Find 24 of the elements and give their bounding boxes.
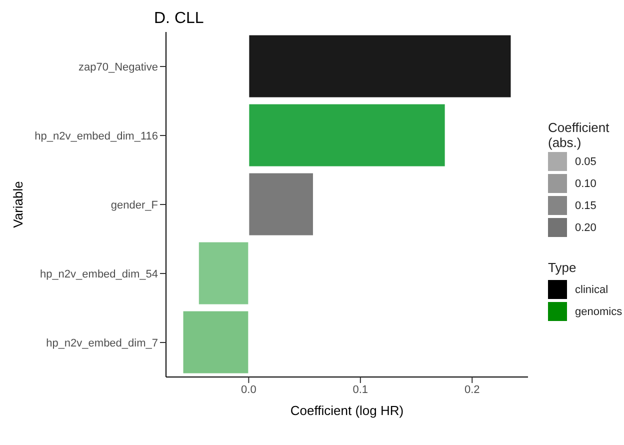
bar bbox=[198, 241, 250, 306]
bar bbox=[248, 34, 512, 98]
x-tick-label: 0.2 bbox=[464, 384, 480, 396]
x-tick-label: 0.0 bbox=[241, 384, 256, 396]
color-bar-label: 0.15 bbox=[575, 200, 596, 212]
chart-title: D. CLL bbox=[154, 10, 204, 28]
y-tick-label: hp_n2v_embed_dim_7 bbox=[46, 337, 158, 350]
text: clinical bbox=[575, 284, 608, 296]
x-axis-title: Coefficient (log HR) bbox=[290, 403, 404, 418]
text: genomics bbox=[575, 306, 622, 318]
color-bar-title: Coefficient (abs.) bbox=[548, 120, 610, 150]
color-bar-label: 0.10 bbox=[575, 178, 596, 190]
y-tick-label: zap70_Negative bbox=[78, 61, 158, 74]
color-bar-label: 0.05 bbox=[575, 156, 596, 168]
x-tick-label: 0.1 bbox=[352, 384, 368, 396]
bar bbox=[182, 310, 250, 374]
color-bar-label: 0.20 bbox=[575, 222, 596, 234]
bar bbox=[248, 103, 446, 168]
y-tick-label: hp_n2v_embed_dim_116 bbox=[34, 130, 158, 142]
y-axis-title: Variable bbox=[10, 181, 26, 228]
legend-title: Type bbox=[548, 260, 578, 275]
y-tick-label: hp_n2v_embed_dim_54 bbox=[40, 268, 158, 280]
y-tick-label: gender_F bbox=[110, 199, 158, 212]
bar bbox=[248, 172, 314, 236]
